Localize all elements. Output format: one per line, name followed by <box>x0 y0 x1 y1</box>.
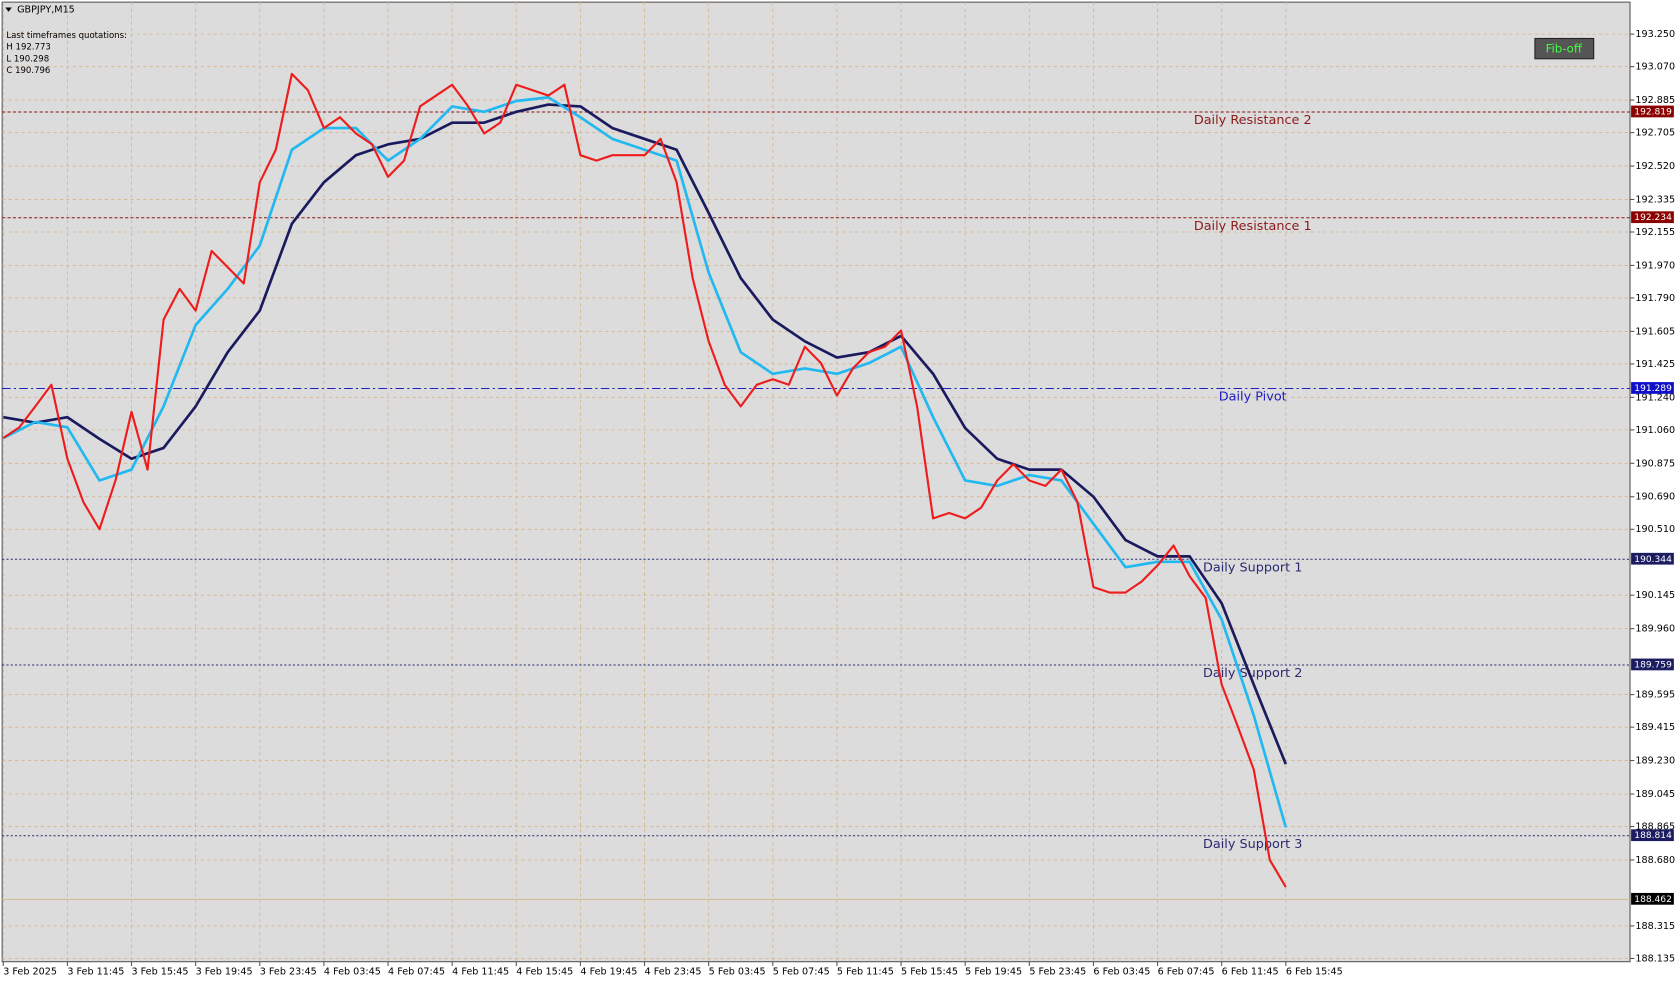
level-value: 189.759 <box>1634 660 1672 670</box>
y-tick-label: 191.425 <box>1635 359 1675 370</box>
y-tick-label: 190.690 <box>1635 492 1675 503</box>
y-tick-label: 191.060 <box>1635 425 1675 436</box>
levels: Daily Resistance 2 Daily Resistance 1 Dail… <box>2 111 1631 900</box>
level-box <box>1631 382 1674 394</box>
level-box <box>1631 211 1674 224</box>
button-bg[interactable] <box>1534 37 1595 60</box>
y-tick-label: 192.335 <box>1635 194 1675 205</box>
menu-arrow <box>5 7 12 12</box>
info-line: H 192.773 <box>6 43 50 53</box>
level-box <box>1631 892 1674 905</box>
level-label: Daily Resistance 1 <box>1194 219 1312 234</box>
y-tick-label: 192.885 <box>1635 95 1675 106</box>
level-box <box>1631 658 1674 671</box>
level-label: Daily Support 2 <box>1203 666 1302 681</box>
x-tick-label: 4 Feb 07:45 <box>388 966 445 977</box>
y-tick-label: 189.960 <box>1635 624 1675 635</box>
y-tick-label: 193.070 <box>1635 62 1675 73</box>
x-tick-label: 4 Feb 15:45 <box>516 966 573 977</box>
y-tick-label: 193.250 <box>1635 29 1675 40</box>
price-line <box>2 96 1288 828</box>
y-tick-label: 188.315 <box>1635 921 1675 932</box>
level-value: 191.289 <box>1634 384 1672 394</box>
grid <box>2 2 1631 962</box>
x-tick-label: 3 Feb 23:45 <box>260 966 317 977</box>
y-tick-label: 192.155 <box>1635 227 1675 238</box>
x-tick-label: 6 Feb 07:45 <box>1158 966 1215 977</box>
y-tick-label: 189.595 <box>1635 690 1675 701</box>
x-tick-label: 3 Feb 15:45 <box>132 966 189 977</box>
x-tick-label: 5 Feb 15:45 <box>901 966 958 977</box>
y-tick-label: 191.605 <box>1635 326 1675 337</box>
y-tick-label: 191.790 <box>1635 293 1675 304</box>
level-box <box>1631 829 1674 842</box>
chart-title: GBPJPY,M15 <box>17 5 75 16</box>
x-tick-label: 3 Feb 19:45 <box>196 966 253 977</box>
x-tick-label: 5 Feb 07:45 <box>773 966 830 977</box>
y-tick-label: 192.705 <box>1635 128 1675 139</box>
x-tick-label: 3 Feb 11:45 <box>67 966 124 977</box>
y-tick-label: 189.045 <box>1635 789 1675 800</box>
x-tick-label: 3 Feb 2025 <box>3 966 57 977</box>
level-label: Daily Support 1 <box>1203 560 1302 575</box>
y-tick-label: 190.510 <box>1635 524 1675 535</box>
x-tick-label: 5 Feb 23:45 <box>1029 966 1086 977</box>
y-tick-label: 188.865 <box>1635 822 1675 833</box>
button-label[interactable]: Fib-off <box>1546 42 1583 56</box>
y-tick-label: 189.415 <box>1635 722 1675 733</box>
fib-button[interactable]: Fib-off <box>1534 37 1595 60</box>
lines <box>2 72 1288 888</box>
level-box <box>1631 552 1674 565</box>
x-tick-label: 4 Feb 23:45 <box>645 966 702 977</box>
plot-area <box>1 1 1631 963</box>
info-line: Last timeframes quotations: <box>6 31 127 41</box>
info-line: C 190.796 <box>6 66 50 76</box>
y-tick-label: 190.875 <box>1635 458 1675 469</box>
level-value: 188.462 <box>1634 895 1672 905</box>
x-tick-label: 6 Feb 11:45 <box>1222 966 1279 977</box>
x-tick-label: 4 Feb 03:45 <box>324 966 381 977</box>
x-tick-label: 6 Feb 15:45 <box>1286 966 1343 977</box>
level-value: 192.234 <box>1634 213 1672 223</box>
price-line <box>3 103 1288 765</box>
level-value: 190.344 <box>1634 555 1672 565</box>
level-value: 192.819 <box>1634 108 1672 118</box>
x-tick-label: 6 Feb 03:45 <box>1093 966 1150 977</box>
x-tick-label: 5 Feb 03:45 <box>709 966 766 977</box>
level-value: 188.814 <box>1634 831 1672 841</box>
x-tick-label: 4 Feb 19:45 <box>580 966 637 977</box>
info-line: L 190.298 <box>6 54 49 64</box>
price-line <box>2 72 1287 888</box>
level-label: Daily Resistance 2 <box>1194 113 1312 128</box>
level-box <box>1631 105 1674 118</box>
x-tick-label: 4 Feb 11:45 <box>452 966 509 977</box>
y-tick-label: 191.970 <box>1635 260 1675 271</box>
y-tick-label: 190.145 <box>1635 590 1675 601</box>
y-tick-label: 192.520 <box>1635 161 1675 172</box>
level-label: Daily Support 3 <box>1203 837 1302 852</box>
axis: 193.250 193.070 192.885 192.705 192.520 192.3… <box>2 29 1675 977</box>
y-tick-label: 191.240 <box>1635 392 1675 403</box>
y-tick-label: 188.680 <box>1635 855 1675 866</box>
x-tick-label: 5 Feb 11:45 <box>837 966 894 977</box>
y-tick-label: 189.230 <box>1635 756 1675 767</box>
level-label: Daily Pivot <box>1219 390 1287 405</box>
y-tick-label: 188.135 <box>1635 953 1675 964</box>
x-tick-label: 5 Feb 19:45 <box>965 966 1022 977</box>
